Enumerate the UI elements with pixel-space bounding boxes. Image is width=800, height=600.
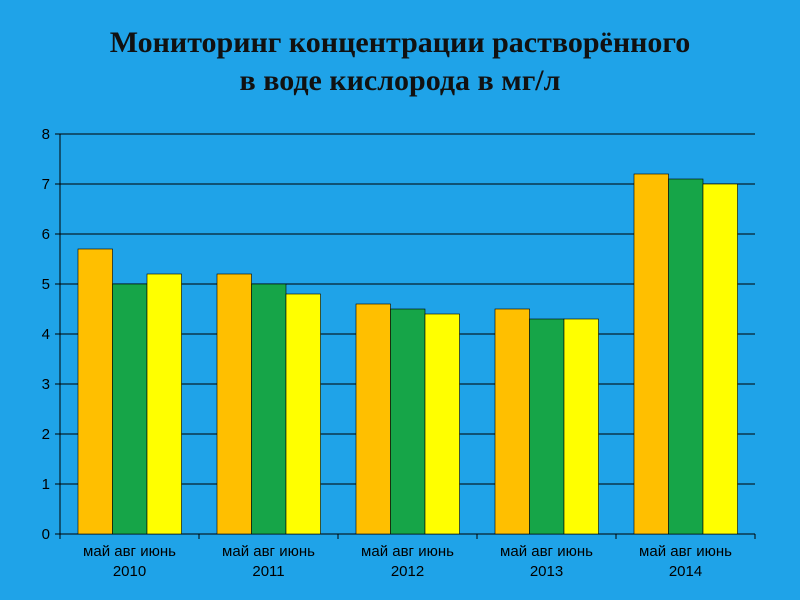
bar-2012-0	[355, 303, 391, 535]
x-tick-label-months-2: май авг июнь	[361, 543, 454, 560]
x-tick-label-year-0: 2010	[113, 563, 146, 580]
bar-2010-0	[77, 248, 113, 535]
bar-2012-1	[390, 308, 426, 535]
y-tick-label-1: 1	[42, 476, 50, 493]
y-tick-label-8: 8	[42, 126, 50, 143]
y-tick-label-0: 0	[42, 526, 50, 543]
bar-2011-1	[251, 283, 287, 535]
x-tick-label-months-0: май авг июнь	[83, 543, 176, 560]
y-tick-label-3: 3	[42, 376, 50, 393]
x-tick-label-months-1: май авг июнь	[222, 543, 315, 560]
bar-2011-0	[216, 273, 252, 535]
bar-2014-0	[633, 173, 669, 535]
x-tick-label-months-4: май авг июнь	[639, 543, 732, 560]
x-tick-label-year-3: 2013	[530, 563, 563, 580]
bar-2010-2	[146, 273, 182, 535]
chart-title: Мониторинг концентрации растворённого в …	[0, 24, 800, 100]
bar-2014-2	[702, 183, 738, 535]
bar-2010-1	[112, 283, 148, 535]
bar-2013-2	[563, 318, 599, 535]
bar-2014-1	[668, 178, 704, 535]
y-tick-label-4: 4	[42, 326, 50, 343]
bar-2013-0	[494, 308, 530, 535]
x-tick-label-year-1: 2011	[252, 563, 284, 580]
chart-title-line-1: Мониторинг концентрации растворённого	[109, 26, 691, 59]
y-tick-label-5: 5	[42, 276, 50, 293]
x-tick-label-year-4: 2014	[669, 563, 702, 580]
bar-2011-2	[285, 293, 321, 535]
y-tick-label-2: 2	[42, 426, 50, 443]
bar-2013-1	[529, 318, 565, 535]
y-tick-label-6: 6	[42, 226, 50, 243]
x-tick-label-months-3: май авг июнь	[500, 543, 593, 560]
bar-2012-2	[424, 313, 460, 535]
y-tick-label-7: 7	[42, 176, 50, 193]
x-tick-label-year-2: 2012	[391, 563, 424, 580]
chart-title-line-2: в воде кислорода в мг/л	[239, 64, 561, 97]
